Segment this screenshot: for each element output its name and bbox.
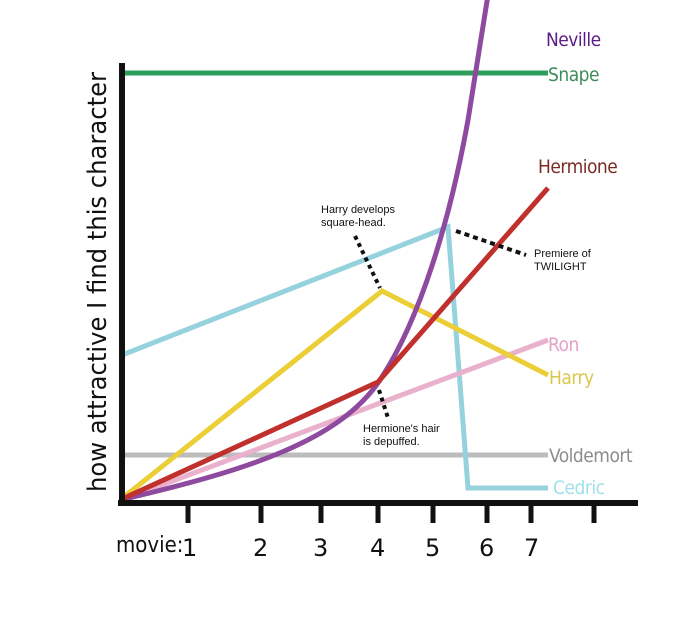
x-axis-label: movie: [116, 533, 183, 558]
series-line-cedric [121, 223, 548, 491]
annotation-pointer-twilight [455, 229, 527, 257]
x-ticks [185, 501, 597, 523]
x-tick-label-7: 7 [524, 534, 539, 562]
legend-label-hermione: Hermione [538, 156, 617, 178]
series-line-neville [119, 0, 490, 503]
annotation-hair: Hermione's hair is depuffed. [363, 423, 443, 448]
x-tick-label-5: 5 [425, 534, 440, 562]
series-line-ron [121, 337, 549, 503]
legend-label-neville: Neville [546, 29, 601, 51]
legend-label-harry: Harry [549, 367, 594, 389]
annotation-square-head: Harry develops square-head. [321, 204, 398, 229]
annotation-pointer-hair [377, 389, 390, 419]
x-tick-label-6: 6 [479, 534, 494, 562]
annotation-twilight: Premiere of TWILIGHT [534, 248, 594, 273]
annotation-pointer-square-head [353, 235, 382, 289]
legend-label-voldemort: Voldemort [549, 445, 633, 467]
y-axis-title: how attractive I find this character [83, 72, 113, 492]
x-tick-label-4: 4 [370, 534, 385, 562]
x-tick-label-2: 2 [253, 534, 268, 562]
series-line-hermione [118, 186, 550, 503]
legend-label-snape: Snape [548, 64, 599, 86]
legend-label-ron: Ron [548, 334, 579, 356]
legend-label-cedric: Cedric [553, 477, 605, 499]
x-tick-label-1: 1 [182, 534, 197, 562]
series-line-harry [118, 288, 550, 502]
x-tick-label-3: 3 [313, 534, 328, 562]
